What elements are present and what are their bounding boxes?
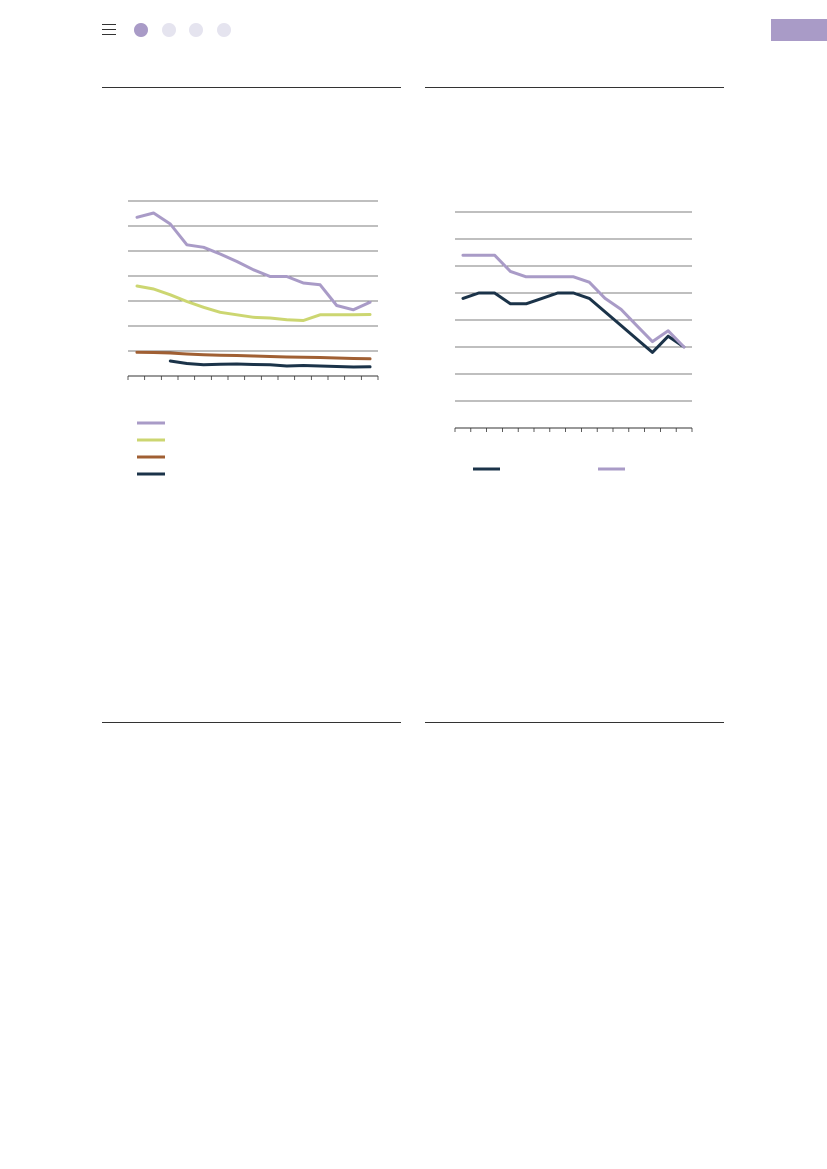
page-dot-4[interactable]: [217, 23, 231, 37]
hamburger-menu-icon[interactable]: [102, 23, 116, 36]
chart1-series-2-line: [135, 284, 372, 322]
right-top-rule: [425, 87, 724, 88]
page-dot-2[interactable]: [162, 23, 176, 37]
section-tab-marker[interactable]: [771, 19, 827, 41]
chart2-series-2-line: [461, 253, 686, 349]
chart1-series-4-line: [168, 359, 372, 369]
left-bottom-rule: [102, 722, 401, 723]
page-dot-1[interactable]: [134, 23, 148, 37]
chart1-series-1-line: [135, 211, 372, 312]
chart2-series-1-line: [461, 291, 686, 354]
left-top-rule: [102, 87, 401, 88]
page-dot-3[interactable]: [189, 23, 203, 37]
chart1-series-3-line: [135, 350, 372, 361]
right-bottom-rule: [425, 722, 724, 723]
